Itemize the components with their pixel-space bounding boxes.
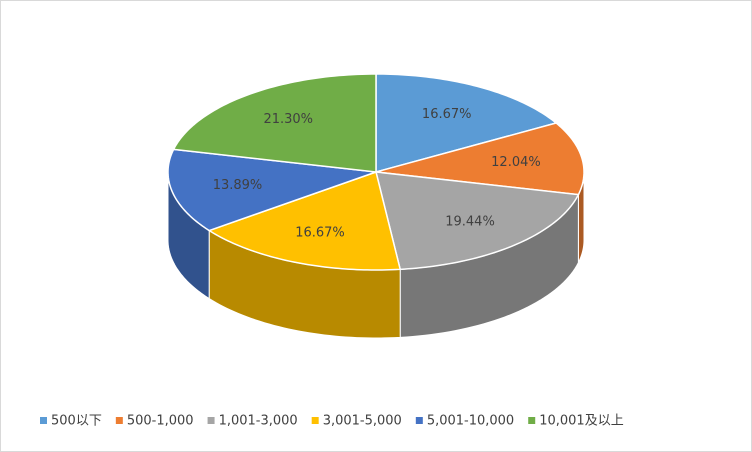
legend-swatch <box>207 417 215 424</box>
legend-swatch <box>311 417 319 424</box>
slice <box>167 148 377 232</box>
data-label: 16.67% <box>422 107 472 122</box>
slice <box>375 73 558 173</box>
legend-label: 10,001及以上 <box>539 414 624 429</box>
legend-swatch <box>528 417 536 424</box>
legend-swatch <box>415 417 423 424</box>
legend-label: 3,001-5,000 <box>323 414 402 429</box>
data-label: 19.44% <box>445 214 495 229</box>
legend-label: 500以下 <box>51 414 102 429</box>
slice <box>207 171 402 271</box>
data-label: 13.89% <box>213 178 263 193</box>
slice <box>375 122 585 196</box>
legend-label: 500-1,000 <box>127 414 194 429</box>
data-label: 16.67% <box>295 226 345 241</box>
slice <box>172 73 377 173</box>
data-label: 12.04% <box>491 155 541 170</box>
legend-label: 1,001-3,000 <box>219 414 298 429</box>
legend-swatch <box>40 417 47 424</box>
data-label: 21.30% <box>263 112 313 127</box>
legend-label: 5,001-10,000 <box>427 414 514 429</box>
slice <box>375 171 580 271</box>
legend-swatch <box>115 417 123 424</box>
